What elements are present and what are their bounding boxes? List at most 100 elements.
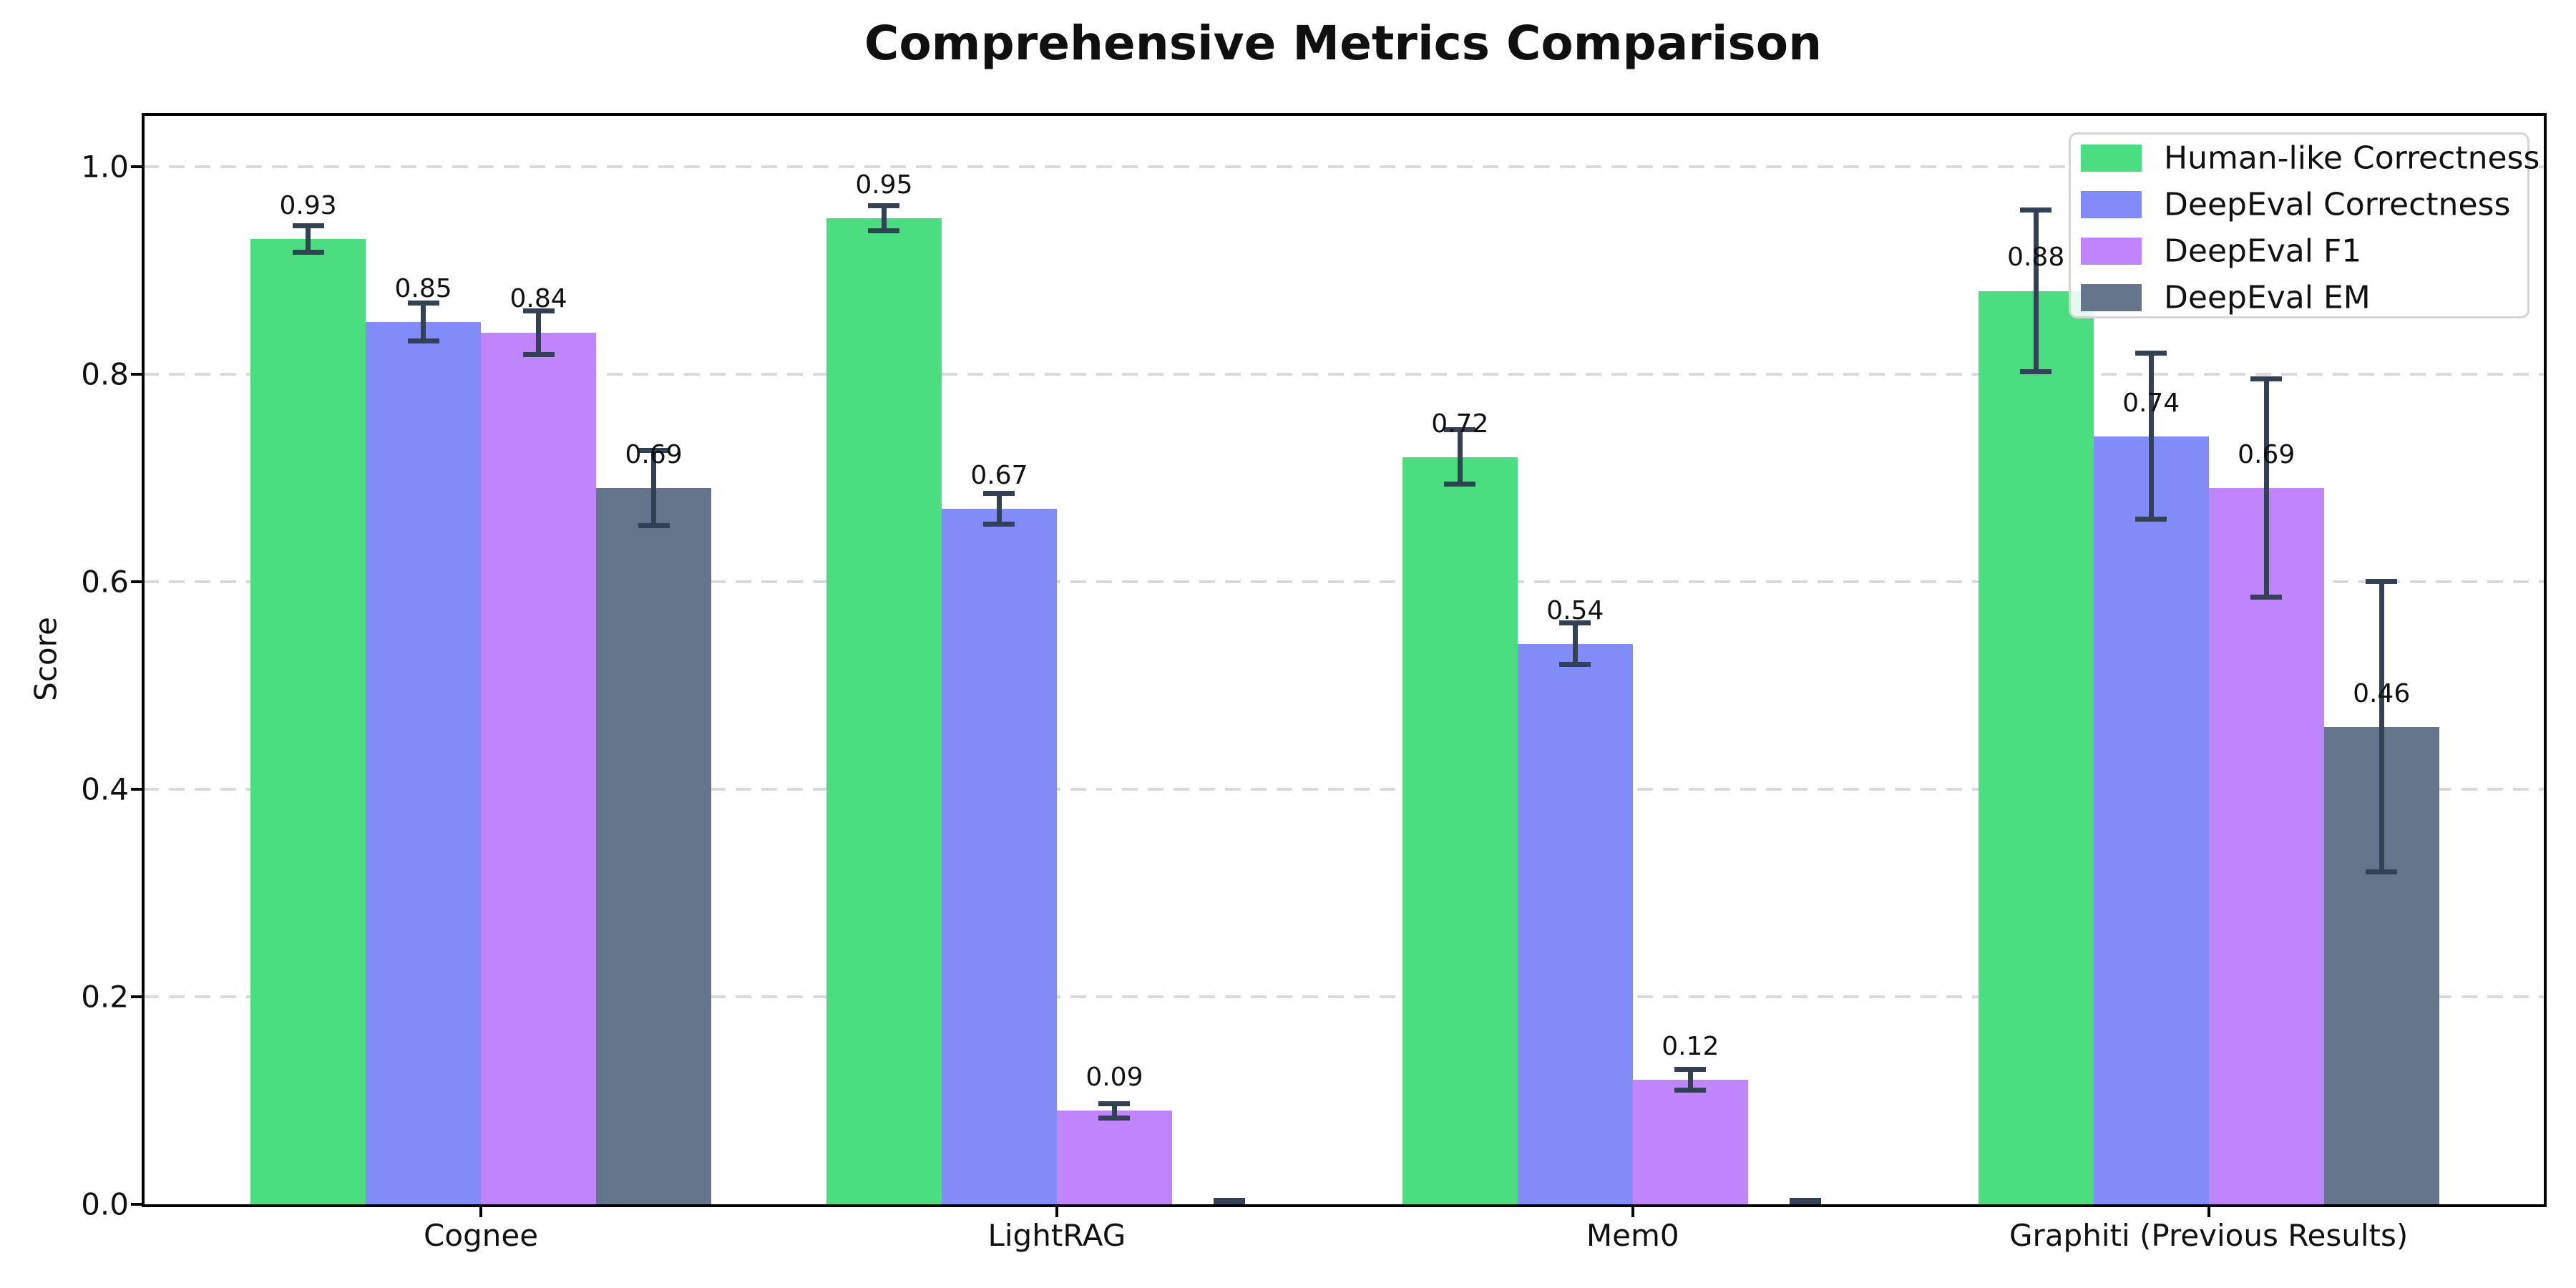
bar (366, 322, 482, 1204)
error-bar-line (2263, 379, 2269, 597)
y-tick-mark (131, 995, 143, 998)
error-bar-cap-bottom (407, 338, 439, 343)
y-tick-mark (131, 165, 143, 168)
legend-swatch-icon (2081, 191, 2142, 218)
error-bar-line (421, 303, 426, 341)
legend-label: Human-like Correctness (2164, 140, 2540, 176)
error-bar-cap-top (638, 448, 670, 454)
error-bar-cap-bottom (2366, 869, 2398, 875)
error-bar-cap-top (983, 490, 1015, 496)
error-bar-cap-bottom (522, 351, 555, 357)
x-tick-mark (479, 1206, 483, 1217)
error-bar-line (306, 225, 311, 253)
legend-item: DeepEval EM (2071, 274, 2527, 321)
y-tick-label: 0.2 (81, 979, 129, 1015)
error-bar-line (2033, 210, 2039, 372)
value-label: 0.72 (1431, 409, 1489, 439)
x-tick-label: Graphiti (Previous Results) (2009, 1218, 2409, 1253)
legend: Human-like Correctness DeepEval Correctne… (2069, 132, 2540, 321)
value-label: 0.74 (2122, 388, 2180, 418)
error-bar-line (651, 450, 657, 526)
bar (1056, 1111, 1172, 1204)
gridline (143, 995, 2544, 998)
bar (1402, 457, 1518, 1204)
bar (1978, 291, 2094, 1204)
error-bar-line (2148, 353, 2154, 519)
error-bar-cap-bottom (868, 228, 900, 233)
error-bar-cap-top (1098, 1101, 1131, 1106)
y-tick-label: 0.6 (81, 564, 129, 600)
legend-item: Human-like Correctness (2071, 135, 2540, 181)
x-tick-mark (1055, 1206, 1058, 1217)
error-bar-cap-bottom (1674, 1087, 1707, 1093)
error-bar-cap-bottom (292, 250, 324, 255)
y-tick-mark (131, 580, 143, 583)
y-tick-label: 1.0 (81, 149, 129, 185)
value-label: 0.69 (2238, 440, 2296, 470)
chart-title: Comprehensive Metrics Comparison (864, 16, 1823, 71)
legend-label: DeepEval Correctness (2164, 186, 2511, 223)
bar (2093, 436, 2209, 1204)
x-tick-mark (1631, 1206, 1634, 1217)
error-bar-line (1572, 623, 1578, 665)
y-tick-label: 0.4 (81, 771, 129, 807)
error-bar-cap-top (1674, 1066, 1707, 1072)
error-bar-cap-top (2250, 376, 2283, 382)
error-bar-cap-top (407, 301, 439, 306)
error-bar-line (996, 493, 1002, 525)
legend-swatch-icon (2081, 145, 2142, 172)
error-bar-cap-bottom (1444, 481, 1476, 487)
value-label: 0.85 (394, 273, 452, 303)
error-bar-cap-top (522, 308, 555, 313)
bar (826, 218, 942, 1204)
error-bar-cap-bottom (1559, 662, 1591, 668)
bar (1517, 643, 1633, 1204)
error-bar-line (881, 205, 887, 231)
error-bar-line (1457, 429, 1463, 484)
value-label: 0.84 (509, 284, 567, 314)
y-tick-label: 0.8 (81, 356, 129, 392)
bar (941, 509, 1057, 1204)
error-bar-cap-bottom (1098, 1116, 1131, 1121)
x-tick-label: Mem0 (1586, 1218, 1679, 1253)
value-label: 0.88 (2007, 243, 2065, 273)
error-bar-cap-bottom (2135, 517, 2167, 522)
legend-item: DeepEval Correctness (2071, 181, 2527, 228)
error-bar-cap-bottom (2250, 594, 2283, 600)
error-bar-cap-top (868, 203, 900, 209)
gridline (143, 165, 2544, 168)
value-label: 0.67 (970, 461, 1028, 491)
value-label: 0.69 (625, 440, 683, 470)
gridline (143, 580, 2544, 583)
legend-label: DeepEval F1 (2164, 233, 2362, 269)
legend-swatch-icon (2081, 284, 2142, 311)
legend-swatch-icon (2081, 238, 2142, 265)
error-bar-line (536, 311, 542, 355)
x-tick-label: LightRAG (987, 1218, 1126, 1253)
error-bar-cap-bottom (2020, 369, 2052, 375)
x-tick-mark (2207, 1206, 2210, 1217)
error-bar-cap-bottom (1214, 1199, 1246, 1204)
error-bar-cap-bottom (983, 522, 1015, 527)
legend-item: DeepEval F1 (2071, 228, 2527, 274)
gridline (143, 787, 2544, 791)
value-label: 0.12 (1662, 1031, 1719, 1061)
error-bar-cap-top (2135, 351, 2167, 356)
value-label: 0.95 (855, 170, 913, 200)
error-bar-line (1111, 1103, 1117, 1118)
gridline (143, 372, 2544, 376)
error-bar-line (1687, 1069, 1693, 1091)
error-bar-cap-bottom (638, 522, 670, 528)
y-axis-label: Score (28, 617, 64, 701)
value-label: 0.09 (1085, 1063, 1143, 1093)
x-tick-label: Cognee (424, 1218, 539, 1253)
value-label: 0.46 (2353, 678, 2411, 708)
bar (1632, 1079, 1748, 1204)
bar (596, 488, 712, 1204)
y-tick-mark (131, 787, 143, 791)
y-tick-mark (131, 1203, 143, 1206)
error-bar-cap-top (1559, 620, 1591, 626)
bar (481, 332, 597, 1204)
error-bar-cap-top (292, 223, 324, 228)
y-tick-label: 0.0 (81, 1186, 129, 1222)
